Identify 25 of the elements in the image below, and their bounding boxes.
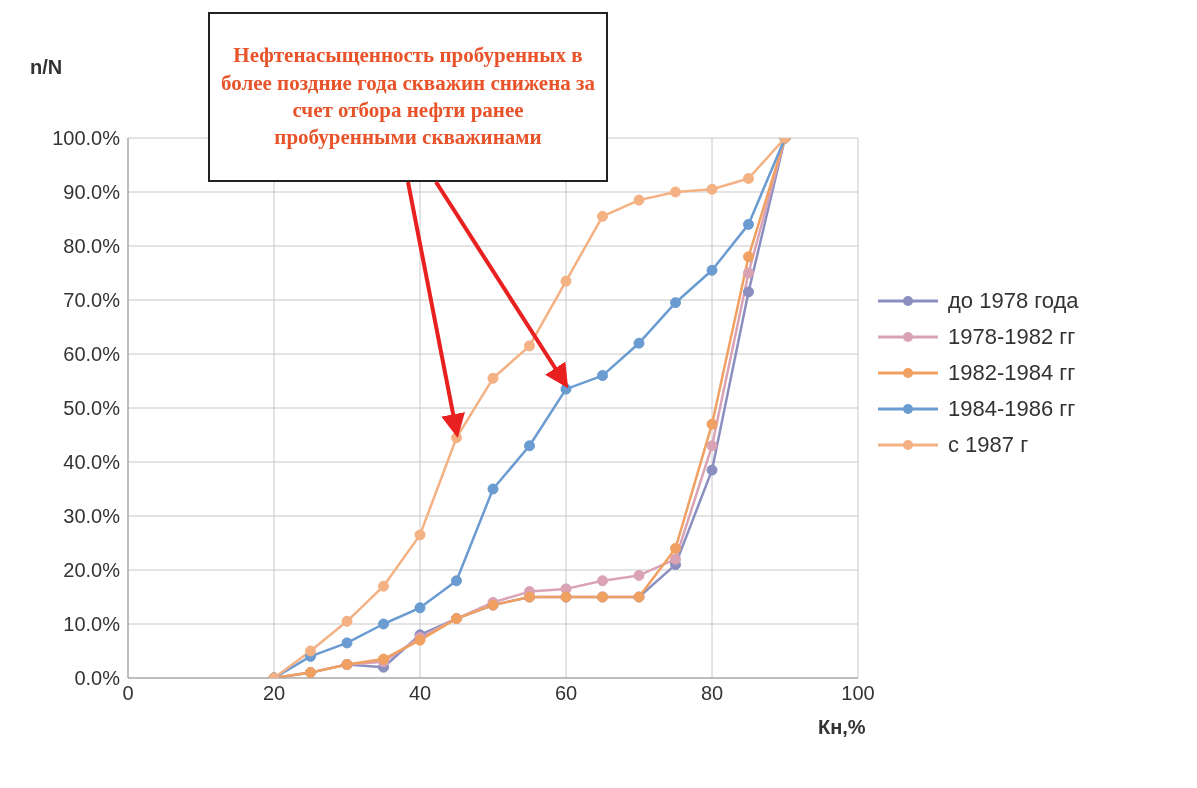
y-tick-label: 20.0% xyxy=(63,559,121,582)
legend-label: 1982-1984 гг xyxy=(948,360,1076,386)
x-tick-label: 100 xyxy=(841,682,875,705)
x-tick-label: 40 xyxy=(408,682,432,705)
y-tick-label: 0.0% xyxy=(74,667,121,690)
legend-label: 1978-1982 гг xyxy=(948,324,1076,350)
legend-label: до 1978 года xyxy=(948,288,1079,314)
y-tick-label: 50.0% xyxy=(63,397,121,420)
y-tick-label: 30.0% xyxy=(63,505,121,528)
y-tick-label: 60.0% xyxy=(63,343,121,366)
y-axis-title: n/N xyxy=(30,56,63,79)
y-tick-label: 90.0% xyxy=(63,181,121,204)
legend-label: с 1987 г xyxy=(948,432,1029,458)
x-tick-label: 80 xyxy=(700,682,724,705)
y-tick-label: 100.0% xyxy=(52,127,121,150)
y-tick-label: 70.0% xyxy=(63,289,121,312)
callout-box: Нефтенасыщенность пробуренных в более поздние года скважин снижена за счет отбора нефти ранее пробуренными скважинами xyxy=(208,12,608,182)
y-tick-label: 40.0% xyxy=(63,451,121,474)
x-tick-label: 60 xyxy=(554,682,578,705)
x-tick-label: 20 xyxy=(262,682,286,705)
y-tick-label: 10.0% xyxy=(63,613,121,636)
x-tick-label: 0 xyxy=(122,682,134,705)
y-tick-label: 80.0% xyxy=(63,235,121,258)
legend-label: 1984-1986 гг xyxy=(948,396,1076,422)
x-axis-title: Кн,% xyxy=(818,716,866,739)
